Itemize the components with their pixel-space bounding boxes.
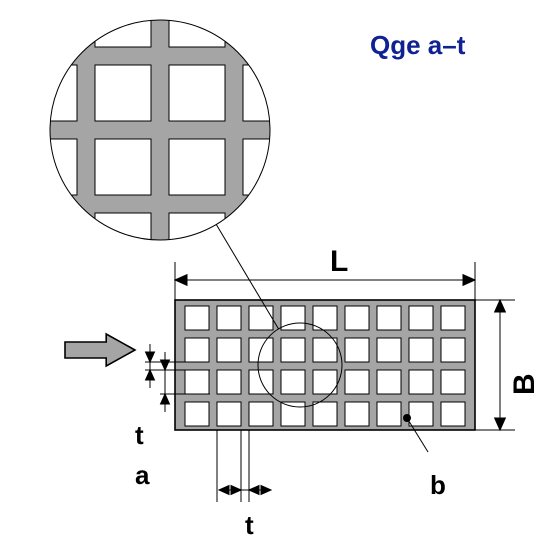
perforated-plate bbox=[175, 300, 475, 430]
dim-label: B bbox=[508, 373, 542, 395]
title-label: Qge a–t bbox=[370, 30, 465, 61]
dim-label: b bbox=[430, 470, 446, 501]
flow-arrow bbox=[65, 334, 135, 366]
diagram-svg bbox=[0, 0, 550, 550]
dim-label: L bbox=[330, 245, 348, 279]
dim-label: t bbox=[245, 510, 254, 541]
dim-label: t bbox=[135, 420, 144, 451]
diagram-stage: Qge a–tLBtatb bbox=[0, 0, 550, 550]
dim-label: a bbox=[135, 460, 149, 491]
magnifier-view bbox=[21, 0, 299, 269]
